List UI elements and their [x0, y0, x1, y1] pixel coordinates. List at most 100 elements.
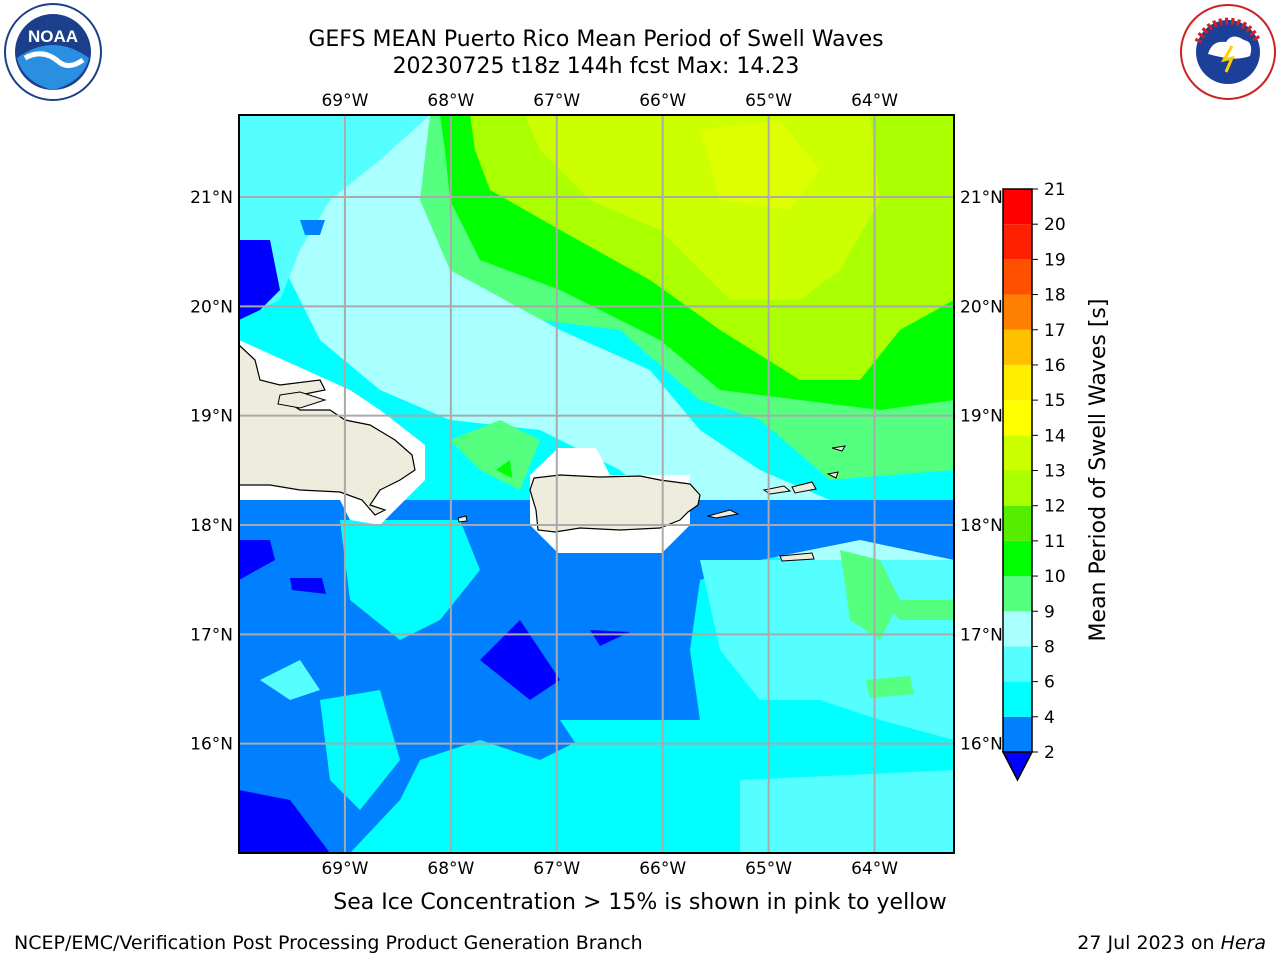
lon-tick-label: 67°W — [533, 859, 580, 879]
footer-organization: NCEP/EMC/Verification Post Processing Pr… — [14, 932, 643, 954]
noaa-logo: NOAA — [4, 3, 102, 101]
lon-tick-label: 65°W — [745, 859, 792, 879]
lon-tick-label: 65°W — [745, 91, 792, 111]
contour-9-e4 — [866, 676, 914, 698]
map-gridlines — [239, 115, 954, 853]
land-puerto-rico — [529, 474, 701, 533]
lon-tick-label: 69°W — [321, 91, 368, 111]
land-hispaniola — [239, 344, 416, 516]
colorbar-tick-label: 15 — [1044, 391, 1066, 411]
colorbar-tick-label: 11 — [1044, 532, 1066, 552]
colorbar-tick-label: 16 — [1044, 356, 1066, 376]
land-mona — [457, 515, 468, 523]
colorbar-tick-label: 12 — [1044, 497, 1066, 517]
colorbar-segment — [1003, 329, 1032, 365]
colorbar-tick-label: 8 — [1044, 637, 1055, 657]
colorbar-tick-label: 21 — [1044, 180, 1066, 200]
contour-2-4-sw — [290, 578, 326, 594]
lat-ticks-left: 21°N 20°N 19°N 18°N 17°N 16°N — [190, 188, 233, 755]
lat-tick-label: 21°N — [190, 188, 233, 208]
lon-tick-label: 64°W — [851, 91, 898, 111]
contour-2-4-w — [239, 540, 275, 580]
contour-14 — [700, 120, 820, 210]
colorbar-segment — [1003, 189, 1032, 225]
contour-2-4-nw — [239, 240, 280, 320]
lat-tick-label: 18°N — [190, 516, 233, 536]
colorbar-tick-label: 19 — [1044, 250, 1066, 270]
colorbar-tick-label: 2 — [1044, 743, 1055, 763]
colorbar-tick-label: 17 — [1044, 321, 1066, 341]
lat-ticks-right: 21°N 20°N 19°N 18°N 17°N 16°N — [960, 188, 1003, 755]
colorbar-tick-label: 14 — [1044, 426, 1066, 446]
contour-9-e2 — [840, 550, 900, 640]
colorbar-label: Mean Period of Swell Waves [s] — [1086, 299, 1111, 642]
contour-6-8-s2 — [320, 690, 400, 810]
colorbar-segment — [1003, 259, 1032, 295]
lat-tick-label: 18°N — [960, 516, 1003, 536]
lon-ticks-bottom: 69°W 68°W 67°W 66°W 65°W 64°W — [321, 859, 898, 879]
colorbar-segment — [1003, 294, 1032, 330]
colorbar-segment — [1003, 540, 1032, 577]
colorbar-tick-label: 13 — [1044, 462, 1066, 482]
contour-8-s6 — [740, 770, 954, 853]
contour-2-4-s — [480, 620, 560, 700]
lat-tick-label: 20°N — [190, 297, 233, 317]
colorbar-tick-label: 4 — [1044, 708, 1055, 728]
noaa-logo-text: NOAA — [28, 27, 78, 46]
colorbar-tick-label: 6 — [1044, 673, 1055, 693]
lon-tick-label: 69°W — [321, 859, 368, 879]
map-title: GEFS MEAN Puerto Rico Mean Period of Swe… — [308, 27, 884, 52]
lon-tick-label: 67°W — [533, 91, 580, 111]
contour-6-8-nw — [239, 115, 430, 320]
contour-2-4-sw2 — [239, 790, 330, 853]
colorbar-segment — [1003, 400, 1032, 436]
lat-tick-label: 17°N — [960, 625, 1003, 645]
contour-6-8-s5 — [560, 720, 760, 790]
land-anegada — [826, 471, 839, 479]
colorbar: 2 4 6 8 9 10 11 12 13 14 15 16 17 18 19 20 21 — [1001, 180, 1066, 782]
contour-8-9 — [239, 115, 954, 620]
footer-date: 27 Jul 2023 on Hera — [1077, 932, 1266, 954]
colorbar-segment — [1003, 505, 1032, 541]
contour-6-8-s1 — [340, 520, 480, 640]
contour-10-mid — [496, 460, 512, 478]
lat-tick-label: 21°N — [960, 188, 1003, 208]
colorbar-tick-label: 10 — [1044, 567, 1066, 587]
contour-4-6-nw — [300, 220, 325, 235]
map-subtitle: 20230725 t18z 144h fcst Max: 14.23 — [392, 54, 800, 79]
contour-9-e3 — [880, 600, 954, 620]
land-tortola — [791, 481, 817, 494]
swell-period-field — [239, 115, 954, 853]
lon-tick-label: 64°W — [851, 859, 898, 879]
colorbar-segment — [1003, 576, 1032, 612]
colorbar-tick-label: 20 — [1044, 215, 1066, 235]
footer-host: Hera — [1220, 932, 1266, 954]
lon-tick-label: 66°W — [639, 91, 686, 111]
colorbar-segment — [1003, 716, 1032, 752]
land-st-croix — [779, 552, 815, 562]
land-hispaniola-peninsula — [277, 391, 327, 409]
lon-tick-label: 68°W — [427, 91, 474, 111]
colorbar-segment — [1003, 364, 1032, 401]
lat-tick-label: 16°N — [190, 735, 233, 755]
colorbar-tick-label: 9 — [1044, 602, 1055, 622]
colorbar-segment — [1003, 224, 1032, 260]
sea-ice-caption: Sea Ice Concentration > 15% is shown in … — [333, 890, 947, 915]
lat-tick-label: 17°N — [190, 625, 233, 645]
lat-tick-label: 16°N — [960, 735, 1003, 755]
lon-ticks-top: 69°W 68°W 67°W 66°W 65°W 64°W — [321, 91, 898, 111]
colorbar-extend-triangle — [1001, 751, 1034, 782]
nws-logo — [1180, 4, 1276, 100]
colorbar-segment — [1003, 646, 1032, 682]
lon-tick-label: 66°W — [639, 859, 686, 879]
colorbar-segment — [1003, 611, 1032, 647]
footer-date-text: 27 Jul 2023 on — [1077, 932, 1221, 954]
land-sombrero — [831, 445, 846, 452]
map-frame — [238, 114, 955, 854]
lat-tick-label: 19°N — [190, 407, 233, 427]
contour-9-mid — [450, 420, 540, 490]
colorbar-segment — [1003, 470, 1032, 506]
colorbar-segment — [1003, 681, 1032, 717]
contour-8-s3 — [260, 660, 320, 700]
